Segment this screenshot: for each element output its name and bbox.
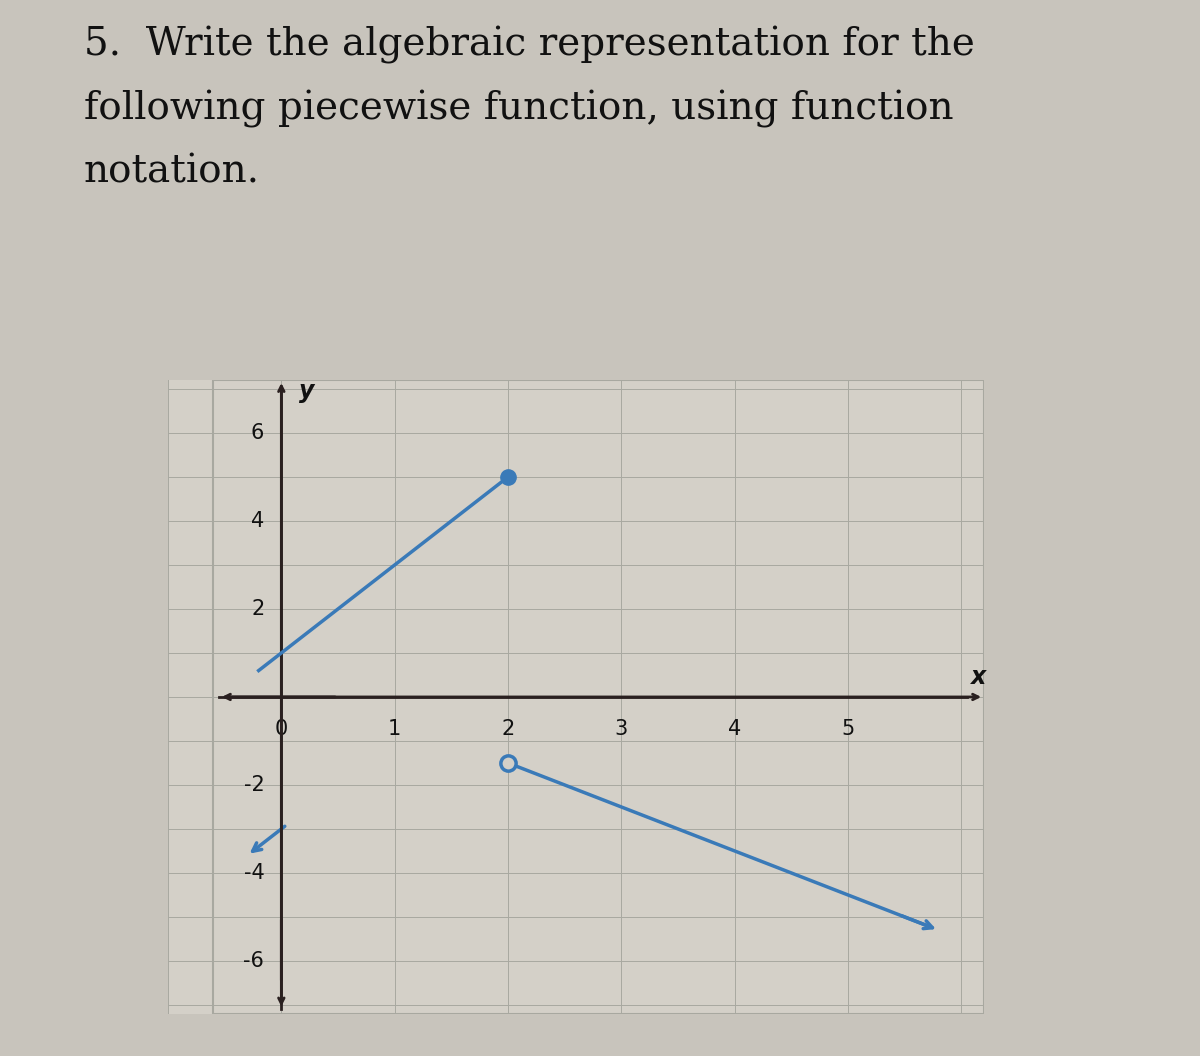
Text: 5.  Write the algebraic representation for the: 5. Write the algebraic representation fo… (84, 26, 974, 64)
Text: 4: 4 (251, 511, 264, 531)
Text: 2: 2 (251, 599, 264, 619)
Text: 6: 6 (251, 423, 264, 442)
Text: 3: 3 (614, 719, 628, 739)
Text: -6: -6 (244, 951, 264, 970)
Text: 4: 4 (728, 719, 742, 739)
Text: -4: -4 (244, 863, 264, 883)
Text: 5: 5 (841, 719, 854, 739)
Text: 2: 2 (502, 719, 515, 739)
Text: 0: 0 (275, 719, 288, 739)
Text: -2: -2 (244, 775, 264, 795)
Text: 1: 1 (388, 719, 401, 739)
Text: notation.: notation. (84, 153, 260, 190)
Text: x: x (971, 665, 986, 690)
Text: following piecewise function, using function: following piecewise function, using func… (84, 90, 954, 128)
Text: y: y (299, 379, 314, 403)
